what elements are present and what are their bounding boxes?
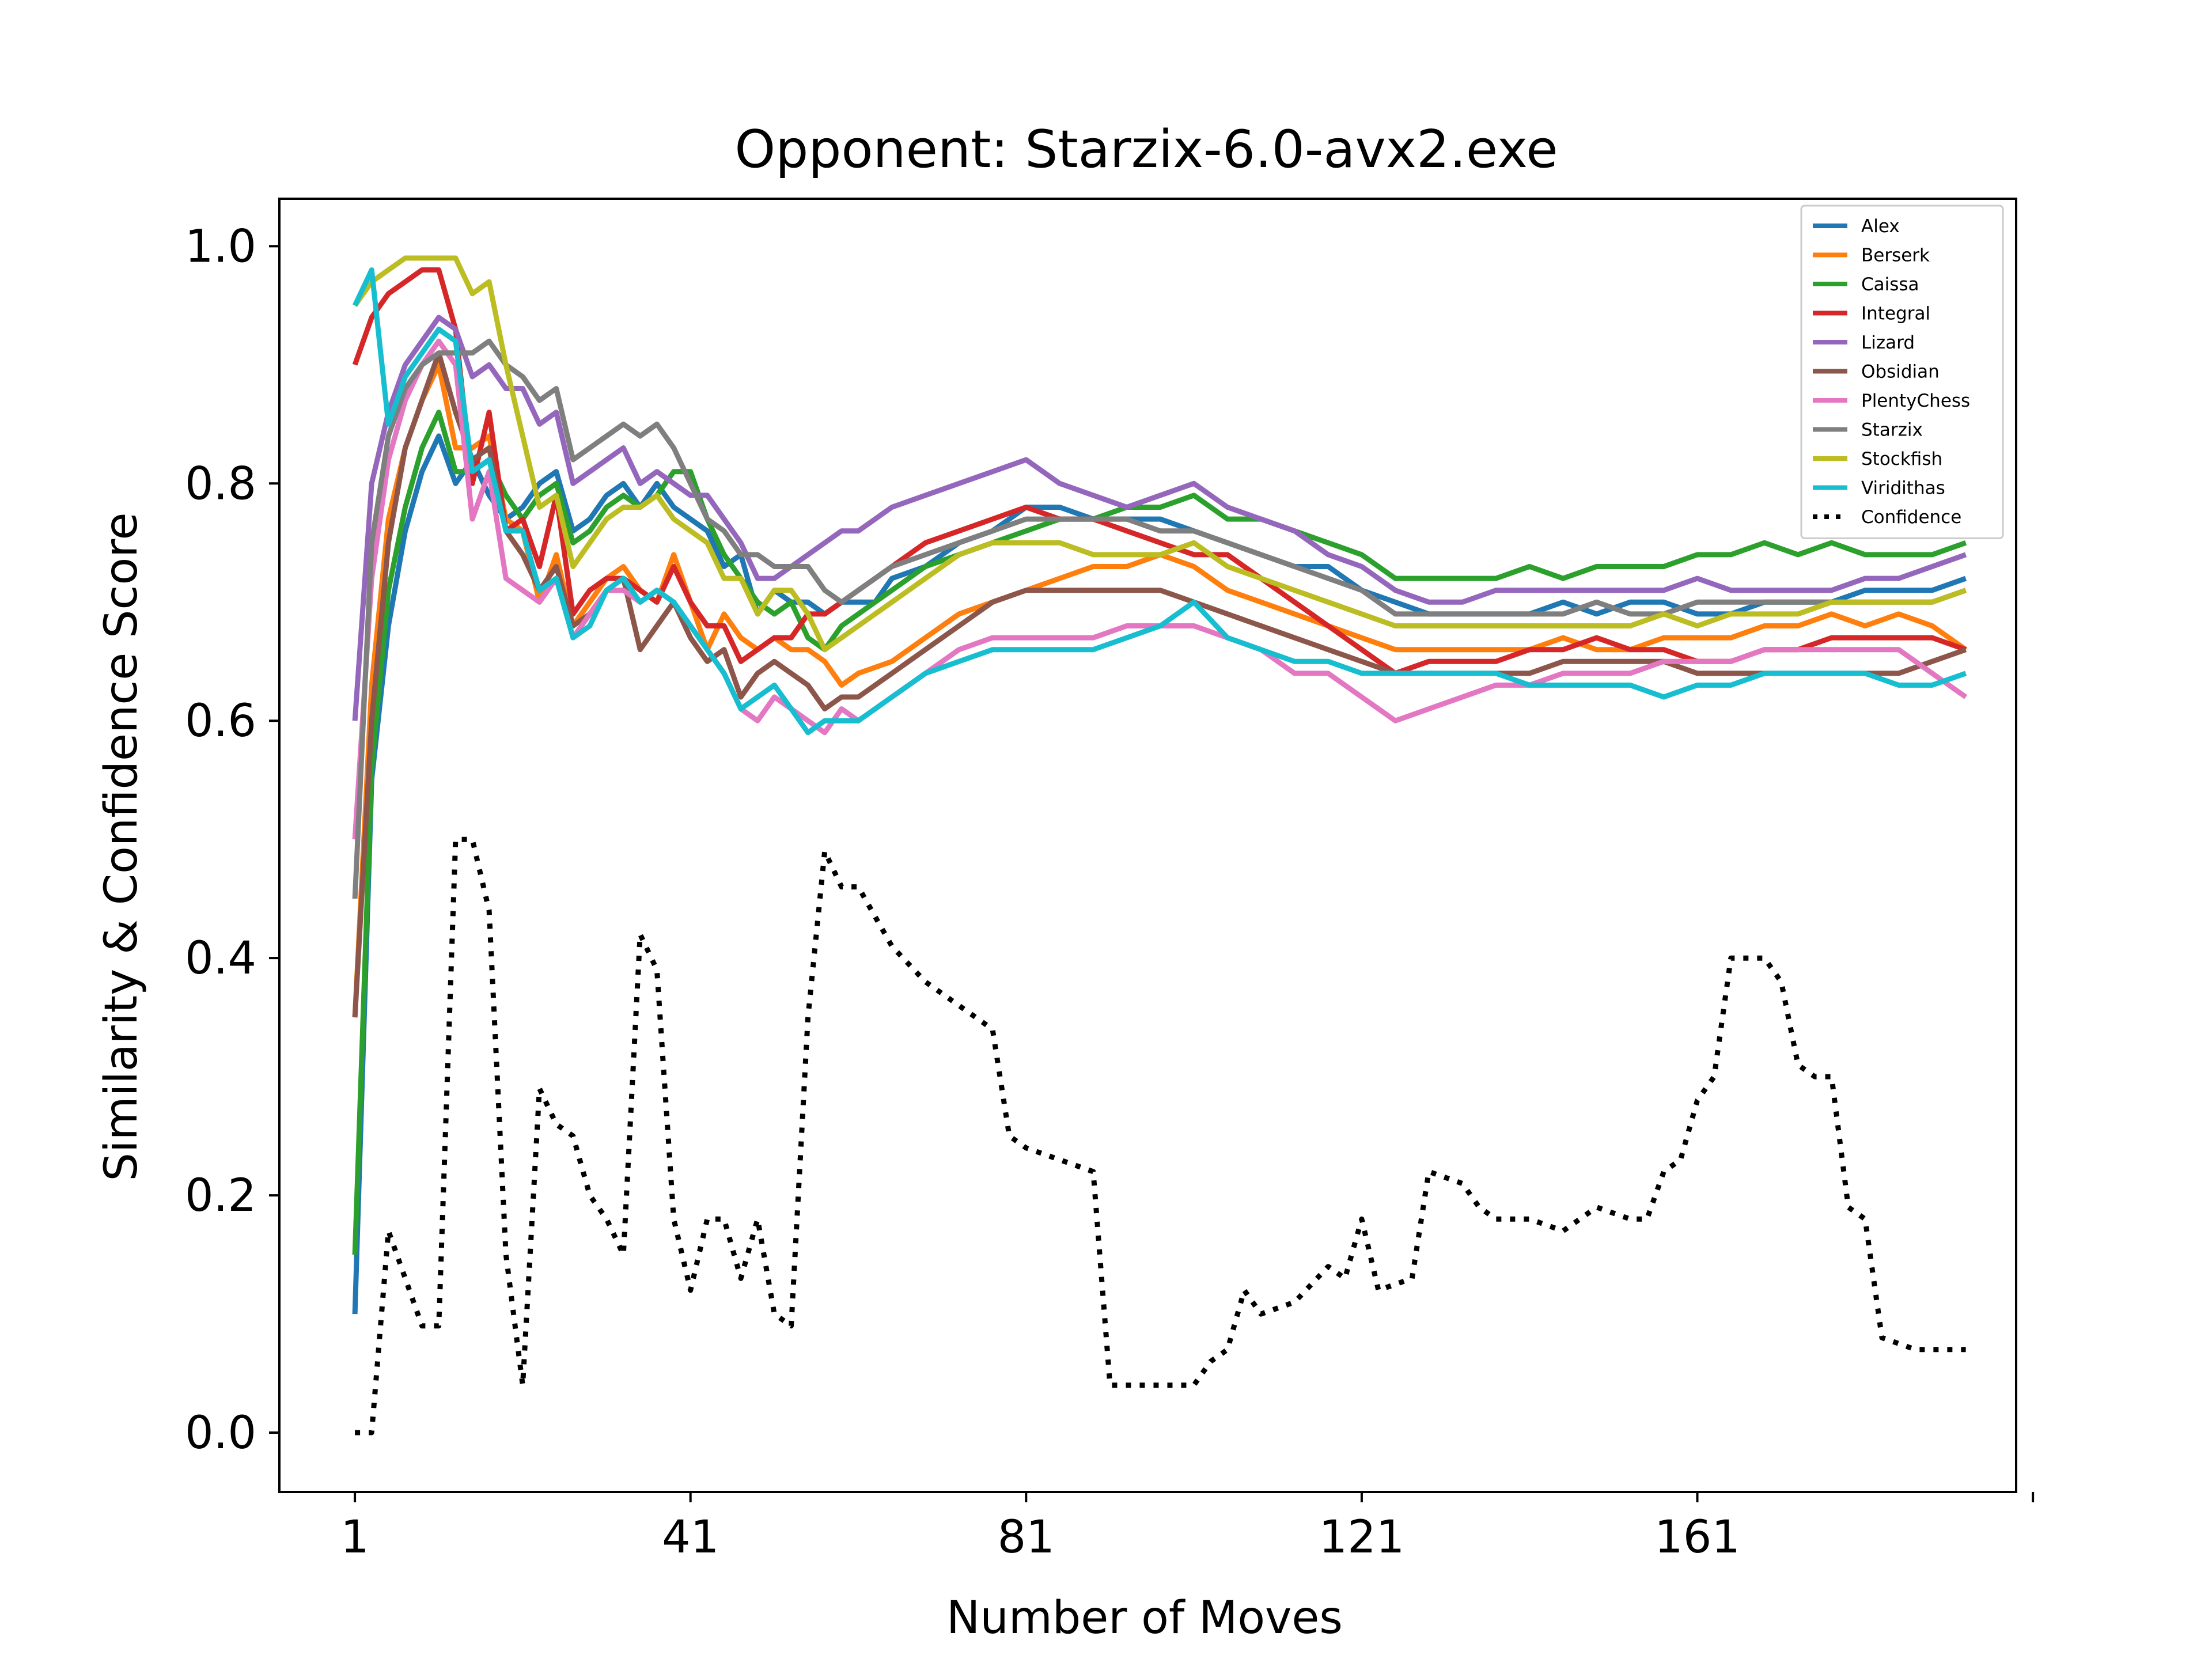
legend-label-starzix: Starzix <box>1861 420 1923 441</box>
x-tick-label: 41 <box>662 1512 719 1563</box>
y-tick-label: 0.6 <box>185 695 256 747</box>
chart-title: Opponent: Starzix-6.0-avx2.exe <box>734 119 1558 180</box>
legend: Alex Berserk Caissa Integral Lizard Obsidian P… <box>1800 204 2004 539</box>
legend-label-obsidian: Obsidian <box>1861 362 1940 382</box>
x-axis-label: Number of Moves <box>946 1592 1343 1644</box>
y-tick-label: 0.8 <box>185 458 256 510</box>
axes-layer: 1 41 81 121 161 0.0 0.2 0.4 0.6 0.8 1.0 <box>185 198 2035 1563</box>
legend-box <box>1800 204 2004 539</box>
series-line-viridithas <box>353 267 1967 736</box>
series-layer <box>352 255 1968 1435</box>
legend-label-stockfish: Stockfish <box>1861 449 1942 469</box>
series-line-lizard <box>352 315 1967 721</box>
y-axis-label: Similarity & Confidence Score <box>96 512 147 1181</box>
y-tick-label: 0.2 <box>185 1170 256 1222</box>
y-tick-label: 0.0 <box>185 1407 256 1459</box>
legend-label-alex: Alex <box>1861 216 1900 237</box>
legend-label-confidence: Confidence <box>1861 507 1961 528</box>
series-line-integral <box>352 267 1967 676</box>
series-line-caissa <box>352 410 1967 1255</box>
x-tick-label: 121 <box>1319 1512 1404 1563</box>
x-tick-label: 81 <box>998 1512 1055 1563</box>
legend-label-berserk: Berserk <box>1861 245 1930 266</box>
series-line-obsidian <box>352 350 1967 1018</box>
legend-label-caissa: Caissa <box>1861 274 1919 295</box>
plot-frame <box>278 198 2017 1493</box>
y-tick-label: 1.0 <box>185 221 256 272</box>
x-tick-label: 161 <box>1654 1512 1740 1563</box>
series-line-starzix <box>352 338 1967 899</box>
legend-label-integral: Integral <box>1861 304 1930 324</box>
legend-label-viridithas: Viridithas <box>1861 478 1945 499</box>
legend-label-lizard: Lizard <box>1861 332 1915 353</box>
legend-label-plentychess: PlentyChess <box>1861 391 1970 411</box>
y-tick-label: 0.4 <box>185 933 256 984</box>
x-tick-label: 1 <box>340 1512 369 1563</box>
series-line-confidence <box>355 836 1966 1435</box>
series-line-stockfish <box>353 255 1967 653</box>
